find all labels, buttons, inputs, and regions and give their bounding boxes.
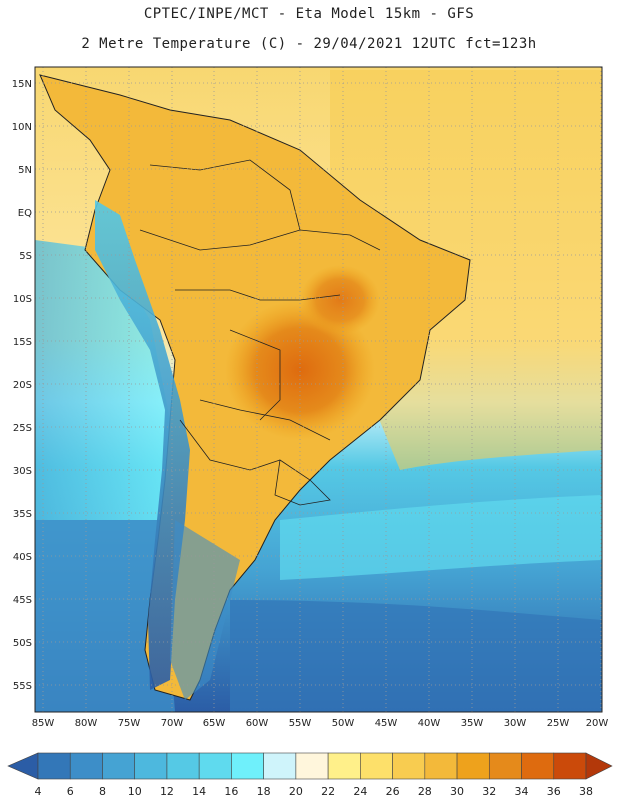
colorbar-label: 6 xyxy=(67,785,74,798)
lon-label: 55W xyxy=(289,718,312,729)
lat-label: 15N xyxy=(12,79,32,90)
colorbar-label: 14 xyxy=(192,785,206,798)
colorbar-label: 8 xyxy=(99,785,106,798)
lon-label: 40W xyxy=(418,718,441,729)
lon-label: 75W xyxy=(118,718,141,729)
colorbar-label: 18 xyxy=(257,785,271,798)
atlantic-band-cold xyxy=(230,600,602,712)
colorbar-swatch xyxy=(488,752,522,780)
colorbar-swatch xyxy=(456,752,490,780)
lat-label: 10N xyxy=(12,122,32,133)
lon-label: 60W xyxy=(246,718,269,729)
colorbar-swatch xyxy=(295,752,329,780)
colorbar-swatches xyxy=(7,752,613,780)
colorbar-swatch xyxy=(521,752,555,780)
lat-label: 5S xyxy=(19,251,32,262)
andes-cold-band xyxy=(95,200,190,690)
colorbar-label: 28 xyxy=(418,785,432,798)
lat-label: 20S xyxy=(13,380,32,391)
lon-label: 65W xyxy=(203,718,226,729)
colorbar-label: 22 xyxy=(321,785,335,798)
lon-label: 70W xyxy=(161,718,184,729)
lat-label: 5N xyxy=(18,165,32,176)
lat-label: 25S xyxy=(13,423,32,434)
patagonia-cool xyxy=(170,520,240,700)
lon-label: 20W xyxy=(586,718,609,729)
hot-core-center-west xyxy=(225,300,375,440)
colorbar-label: 38 xyxy=(579,785,593,798)
lon-label: 85W xyxy=(32,718,55,729)
colorbar-label: 32 xyxy=(482,785,496,798)
lat-label: 40S xyxy=(13,552,32,563)
lon-label: 30W xyxy=(504,718,527,729)
colorbar-label: 12 xyxy=(160,785,174,798)
colorbar-swatch xyxy=(37,752,71,780)
lon-label: 80W xyxy=(75,718,98,729)
lat-label: 55S xyxy=(13,681,32,692)
lon-label: 50W xyxy=(332,718,355,729)
colorbar-swatch xyxy=(166,752,200,780)
lat-label: 35S xyxy=(13,509,32,520)
colorbar-swatch xyxy=(134,752,168,780)
colorbar-label: 4 xyxy=(35,785,42,798)
colorbar-swatch xyxy=(392,752,426,780)
atlantic-band-cool xyxy=(280,495,602,580)
graticule xyxy=(35,67,602,712)
colorbar-label: 34 xyxy=(515,785,529,798)
colorbar-label: 16 xyxy=(224,785,238,798)
lat-label: EQ xyxy=(18,208,32,219)
lat-label: 15S xyxy=(13,337,32,348)
colorbar-swatch xyxy=(198,752,232,780)
colorbar-label: 10 xyxy=(128,785,142,798)
lon-axis: 85W 80W 75W 70W 65W 60W 55W 50W 45W 40W … xyxy=(32,718,609,729)
hot-core-north xyxy=(300,265,380,335)
lat-label: 45S xyxy=(13,595,32,606)
colorbar-swatch xyxy=(360,752,393,780)
colorbar-label: 24 xyxy=(353,785,367,798)
map-frame xyxy=(34,66,603,713)
colorbar-swatch xyxy=(327,752,361,780)
lat-label: 30S xyxy=(13,466,32,477)
colorbar-label: 20 xyxy=(289,785,303,798)
colorbar: 4 6 8 10 12 14 16 18 20 22 24 26 28 30 32 34 36 38 xyxy=(7,752,613,798)
colorbar-labels: 4 6 8 10 12 14 16 18 20 22 24 26 28 30 32 34 36 38 xyxy=(35,785,594,798)
colorbar-swatch xyxy=(231,752,264,780)
colorbar-high-arrow xyxy=(585,752,613,780)
lon-label: 45W xyxy=(375,718,398,729)
pacific-south xyxy=(35,520,175,712)
map-field xyxy=(35,67,602,712)
lon-label: 35W xyxy=(461,718,484,729)
colorbar-swatch xyxy=(102,752,136,780)
lat-label: 50S xyxy=(13,638,32,649)
colorbar-label: 36 xyxy=(547,785,561,798)
colorbar-swatch xyxy=(424,752,458,780)
colorbar-low-arrow xyxy=(7,752,39,780)
title-line-1: CPTEC/INPE/MCT - Eta Model 15km - GFS xyxy=(143,6,475,22)
country-borders xyxy=(139,159,381,506)
lat-label: 10S xyxy=(13,294,32,305)
colorbar-label: 26 xyxy=(386,785,400,798)
lon-label: 25W xyxy=(547,718,570,729)
lat-axis: 15N 10N 5N EQ 5S 10S 15S 20S 25S 30S 35S… xyxy=(12,79,32,692)
colorbar-swatch xyxy=(69,752,103,780)
colorbar-label: 30 xyxy=(450,785,464,798)
colorbar-swatch xyxy=(263,752,297,780)
colorbar-swatch xyxy=(553,752,587,780)
title-line-2: 2 Metre Temperature (C) - 29/04/2021 12U… xyxy=(81,36,537,52)
